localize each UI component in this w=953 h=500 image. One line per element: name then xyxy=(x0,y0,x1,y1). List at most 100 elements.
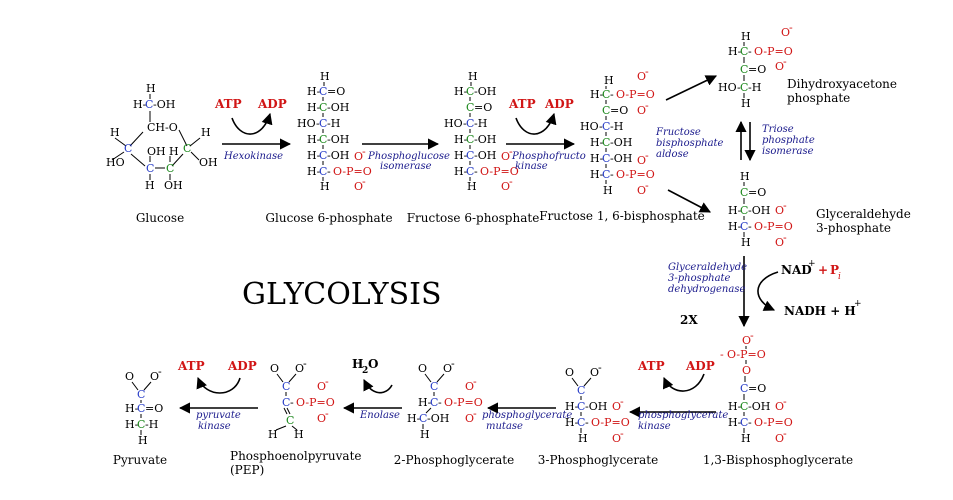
pi-subscript: i xyxy=(838,272,841,282)
svg-text:-: - xyxy=(290,396,294,409)
svg-text:H: H xyxy=(741,432,751,445)
svg-text:C: C xyxy=(740,382,748,395)
svg-text:H-: H- xyxy=(454,149,468,162)
svg-text:C: C xyxy=(602,136,610,149)
svg-text:=O: =O xyxy=(610,104,628,117)
svg-text:H-: H- xyxy=(454,133,468,146)
svg-text:H-: H- xyxy=(728,220,742,233)
svg-text:H-: H- xyxy=(307,101,321,114)
svg-text:=O: =O xyxy=(748,63,766,76)
svg-text:-: - xyxy=(158,365,162,378)
svg-text:C: C xyxy=(466,165,474,178)
svg-text:H-: H- xyxy=(418,396,432,409)
svg-text:-OH: -OH xyxy=(748,204,770,217)
3-phosphoglycerate-label: 3-Phosphoglycerate xyxy=(538,453,658,467)
svg-text:-: - xyxy=(610,168,614,181)
svg-text:-: - xyxy=(473,407,477,420)
svg-text:O: O xyxy=(150,370,159,383)
svg-text:-OH: -OH xyxy=(474,85,496,98)
svg-text:-: - xyxy=(451,357,455,370)
svg-text:O: O xyxy=(354,150,363,163)
svg-text:-: - xyxy=(783,427,787,440)
svg-text:C: C xyxy=(319,133,327,146)
svg-text:H-: H- xyxy=(728,400,742,413)
svg-text:C: C xyxy=(466,101,474,114)
svg-text:HO-: HO- xyxy=(580,120,603,133)
two-x-label: 2X xyxy=(680,313,698,327)
svg-text:H-: H- xyxy=(728,416,742,429)
svg-text:C: C xyxy=(282,380,290,393)
enzyme-aldolase-line3: aldose xyxy=(656,149,689,160)
adp-label-3: ADP xyxy=(685,359,715,373)
fructose-1-6-bisphosphate-structure: O - H- C - O-P=O O - H C =O HO- C -H H- … xyxy=(580,65,655,197)
water-o: O xyxy=(368,357,378,371)
svg-text:C: C xyxy=(602,120,610,133)
dhap-label-line2: phosphate xyxy=(787,91,850,105)
svg-text:H-: H- xyxy=(565,400,579,413)
svg-text:C: C xyxy=(319,85,327,98)
svg-text:-OH: -OH xyxy=(427,412,449,425)
svg-text:H: H xyxy=(169,145,179,158)
glucose-label: Glucose xyxy=(136,211,184,225)
svg-text:O: O xyxy=(270,362,279,375)
svg-text:H: H xyxy=(145,179,155,192)
svg-text:H: H xyxy=(740,170,750,183)
enzyme-g3p-dehydrogenase-line2: 3-phosphate xyxy=(668,273,731,284)
nadh-label: NADH + H xyxy=(784,304,856,318)
enzyme-aldolase-line1: Fructose xyxy=(655,127,701,138)
svg-text:H-: H- xyxy=(454,85,468,98)
svg-text:C: C xyxy=(577,384,585,397)
svg-text:H: H xyxy=(603,184,613,197)
svg-text:CH-O: CH-O xyxy=(147,121,178,134)
svg-text:H: H xyxy=(320,70,330,83)
svg-text:OH: OH xyxy=(147,145,166,158)
svg-text:C: C xyxy=(166,162,174,175)
svg-text:C: C xyxy=(466,117,474,130)
arrow-atp-adp-2 xyxy=(515,112,557,135)
svg-text:O-P=O: O-P=O xyxy=(591,416,630,429)
svg-text:O: O xyxy=(637,154,646,167)
svg-text:H: H xyxy=(604,74,614,87)
svg-text:-: - xyxy=(645,99,649,112)
svg-text:=O: =O xyxy=(748,186,766,199)
svg-text:H-: H- xyxy=(407,412,421,425)
svg-text:H: H xyxy=(320,180,330,193)
svg-text:H: H xyxy=(110,126,120,139)
svg-text:-OH: -OH xyxy=(474,149,496,162)
enzyme-enolase: Enolase xyxy=(359,410,400,421)
svg-text:C: C xyxy=(740,81,748,94)
svg-text:O: O xyxy=(775,432,784,445)
svg-text:-: - xyxy=(748,45,752,58)
pyruvate-structure: O O - C H- C =O H- C -H H xyxy=(125,365,163,447)
svg-text:-: - xyxy=(620,427,624,440)
svg-text:-: - xyxy=(303,357,307,370)
svg-text:-: - xyxy=(720,348,724,361)
fructose-6-phosphate-label: Fructose 6-phosphate xyxy=(407,211,540,225)
svg-text:C: C xyxy=(124,142,132,155)
svg-text:O: O xyxy=(565,366,574,379)
svg-text:H: H xyxy=(741,236,751,249)
svg-text:-: - xyxy=(438,396,442,409)
enzyme-triose-isomerase-line2: phosphate xyxy=(762,135,815,146)
svg-text:-: - xyxy=(620,395,624,408)
enzyme-phosphofructokinase-line1: Phosphofructo xyxy=(511,151,586,162)
svg-text:-OH: -OH xyxy=(748,400,770,413)
svg-text:-H: -H xyxy=(145,418,158,431)
svg-text:OH: OH xyxy=(199,156,218,169)
svg-text:O-P=O: O-P=O xyxy=(333,165,372,178)
svg-text:-OH: -OH xyxy=(610,152,632,165)
svg-text:H-: H- xyxy=(307,85,321,98)
svg-text:-H: -H xyxy=(748,81,761,94)
svg-text:O: O xyxy=(501,150,510,163)
svg-text:O: O xyxy=(465,380,474,393)
svg-text:C: C xyxy=(602,168,610,181)
svg-text:H-: H- xyxy=(590,88,604,101)
svg-text:C: C xyxy=(602,152,610,165)
arrow-adp-atp-2 xyxy=(196,376,241,394)
arrow-aldolase-dhap xyxy=(665,75,718,101)
svg-text:H: H xyxy=(294,428,304,441)
svg-text:-: - xyxy=(474,165,478,178)
nad-plus-label: NAD xyxy=(781,263,812,277)
glucose-6-phosphate-structure: H H- C =O H- C -OH HO- C -H H- C -OH H- … xyxy=(297,70,372,193)
